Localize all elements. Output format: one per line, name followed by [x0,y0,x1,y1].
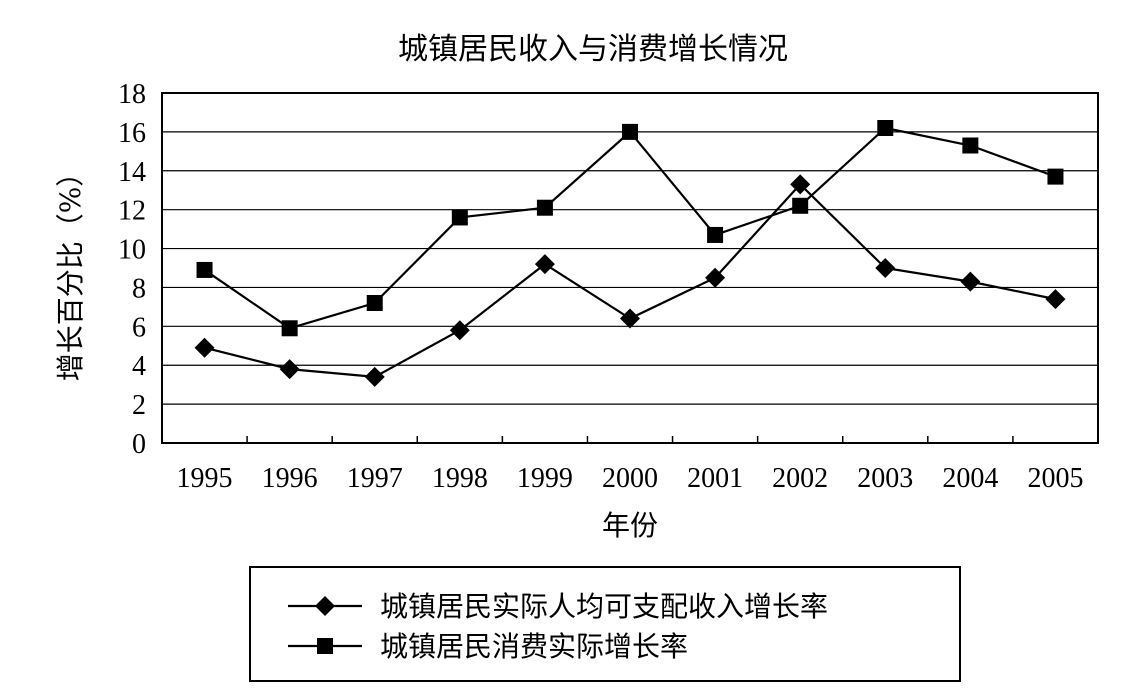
x-tick-label: 1999 [517,463,573,494]
x-tick-label: 1998 [432,463,488,494]
diamond-data-point [705,267,726,288]
square-data-point [877,120,894,136]
legend-entry: 城镇居民实际人均可支配收入增长率 [288,590,828,623]
diamond-data-point [194,337,215,358]
legend-diamond-marker [315,596,335,616]
square-data-point [792,197,809,214]
diamond-data-point [620,308,640,329]
x-tick-label: 1995 [177,463,233,494]
square-data-point [536,199,553,216]
plot-area [161,92,1099,444]
series-square [196,120,1064,337]
y-tick-label: 2 [132,390,146,421]
x-tick-label: 1997 [347,463,403,494]
square-data-point [366,295,383,311]
x-axis-tick-labels: 1995 1996 1997 1998 1999 2000 2001 2002 2003 2004… [177,463,1084,494]
grid-lines [162,131,1098,405]
square-data-point [281,320,298,337]
diamond-data-point [790,174,811,195]
diamond-data-point [1045,289,1066,310]
x-axis-ticks [246,436,1014,443]
x-axis-title: 年份 [602,509,658,542]
diamond-data-point [364,366,385,387]
chart-title: 城镇居民收入与消费增长情况 [398,32,788,67]
x-tick-label: 1996 [262,463,318,494]
y-tick-label: 8 [132,273,146,304]
diamond-data-point [875,258,896,278]
legend-box [249,566,961,682]
series-line [203,126,1056,330]
diamond-data-point [449,320,470,341]
x-tick-label: 2001 [687,463,743,494]
y-tick-label: 0 [132,429,146,460]
legend-square-marker [317,638,333,654]
y-axis-tick-labels: 0 2 4 6 8 10 12 14 16 18 [118,79,146,460]
series-layer [194,120,1066,387]
diamond-data-point [960,271,981,292]
square-data-point [196,261,213,278]
y-tick-label: 10 [118,235,146,266]
y-axis-title: 增长百分比（%） [54,159,87,382]
diamond-data-point [279,359,300,380]
series-line [204,182,1056,379]
legend-entry: 城镇居民消费实际增长率 [288,630,688,663]
x-tick-label: 2005 [1027,463,1083,494]
square-data-point [962,137,979,154]
y-tick-label: 4 [132,351,146,382]
y-tick-label: 16 [118,118,146,149]
legend-label: 城镇居民实际人均可支配收入增长率 [380,590,828,623]
x-tick-label: 2004 [942,463,998,494]
y-tick-label: 14 [118,157,146,188]
square-data-point [622,123,638,140]
legend-label: 城镇居民消费实际增长率 [380,630,688,663]
square-data-point [451,209,468,226]
y-tick-label: 12 [118,196,146,227]
square-data-point [707,226,724,243]
square-data-point [1047,168,1064,185]
x-tick-label: 2003 [857,463,913,494]
x-tick-label: 2002 [772,463,828,494]
y-tick-label: 6 [132,312,146,343]
series-diamond [194,174,1066,387]
diamond-data-point [534,254,555,275]
x-tick-label: 2000 [602,463,658,494]
y-tick-label: 18 [118,79,146,110]
